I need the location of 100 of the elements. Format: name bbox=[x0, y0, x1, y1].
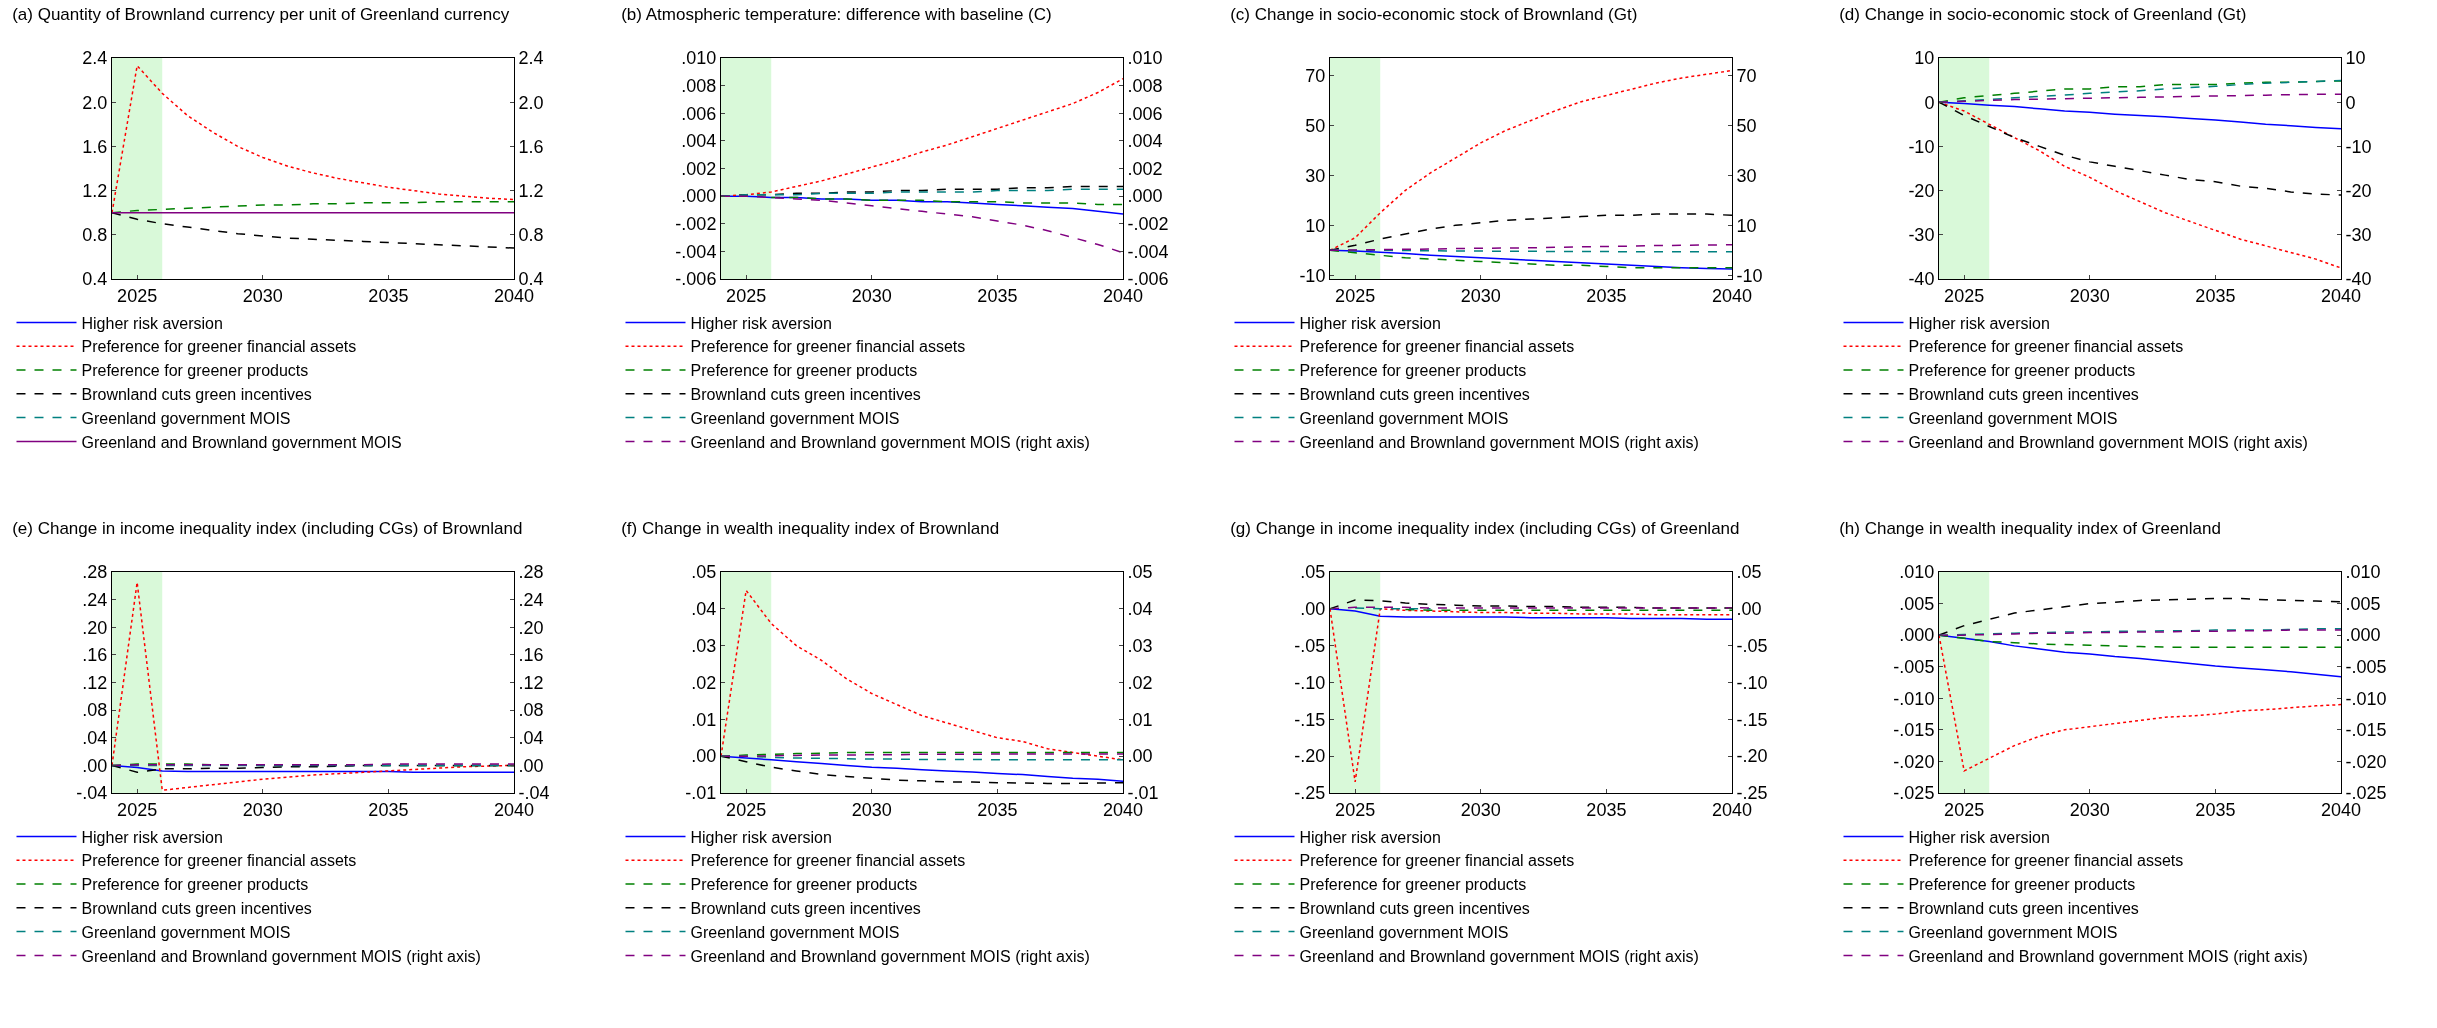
y-tick-label: 50 bbox=[1305, 115, 1326, 136]
y2-tick-label: .00 bbox=[1127, 746, 1153, 767]
y2-tick-label: 70 bbox=[1736, 65, 1757, 86]
y-tick-label: .05 bbox=[691, 562, 717, 583]
x-tick-label: 2025 bbox=[1944, 799, 1985, 820]
legend-label: Brownland cuts green incentives bbox=[81, 386, 312, 404]
line-series bbox=[112, 64, 514, 214]
y2-tick-label: -.010 bbox=[2345, 688, 2387, 709]
y-tick-label: .12 bbox=[82, 672, 108, 693]
legend-label: Higher risk aversion bbox=[81, 828, 223, 846]
legend-label: Greenland and Brownland government MOIS (right axis) bbox=[1299, 433, 1699, 451]
x-tick-label: 2025 bbox=[117, 285, 158, 306]
y-tick-label: -.020 bbox=[1893, 751, 1935, 772]
y2-tick-label: .08 bbox=[518, 700, 544, 721]
y2-tick-label: 30 bbox=[1736, 165, 1757, 186]
legend-label: Higher risk aversion bbox=[81, 314, 223, 332]
x-tick-label: 2030 bbox=[1460, 285, 1501, 306]
y-tick-label: .20 bbox=[82, 617, 108, 638]
x-tick-label: 2030 bbox=[2069, 285, 2110, 306]
y-tick-label: -.004 bbox=[675, 241, 717, 262]
y-tick-label: -.006 bbox=[675, 269, 717, 290]
y2-tick-label: -10 bbox=[2345, 136, 2372, 157]
legend-label: Greenland and Brownland government MOIS (right axis) bbox=[690, 433, 1090, 451]
legend-label: Brownland cuts green incentives bbox=[1299, 900, 1530, 918]
y2-tick-label: .24 bbox=[518, 589, 544, 610]
legend-label: Greenland and Brownland government MOIS (right axis) bbox=[1908, 433, 2308, 451]
legend-label: Higher risk aversion bbox=[1908, 314, 2050, 332]
y2-tick-label: .010 bbox=[2345, 562, 2381, 583]
legend-label: Greenland government MOIS bbox=[1299, 409, 1509, 427]
legend-label: Greenland and Brownland government MOIS bbox=[81, 433, 402, 451]
chart-title: (b) Atmospheric temperature: difference with baseline (C) bbox=[621, 4, 1052, 24]
chart-title: (e) Change in income inequality index (including CGs) of Brownland bbox=[12, 518, 523, 538]
chart-title: (c) Change in socio-economic stock of Brownland (Gt) bbox=[1230, 4, 1638, 24]
legend-label: Preference for greener financial assets bbox=[1908, 338, 2184, 356]
y-tick-label: -.002 bbox=[675, 214, 717, 235]
legend-label: Preference for greener products bbox=[1908, 362, 2136, 380]
y-tick-label: -.025 bbox=[1893, 783, 1935, 804]
x-tick-label: 2025 bbox=[726, 799, 767, 820]
legend-label: Brownland cuts green incentives bbox=[1908, 900, 2139, 918]
x-tick-label: 2035 bbox=[977, 799, 1018, 820]
x-tick-label: 2035 bbox=[1586, 799, 1627, 820]
line-series bbox=[1939, 634, 2341, 772]
y-tick-label: 1.6 bbox=[82, 136, 108, 157]
y-tick-label: .004 bbox=[681, 131, 717, 152]
y-tick-label: -.10 bbox=[1294, 672, 1326, 693]
x-tick-label: 2035 bbox=[368, 285, 409, 306]
line-series bbox=[1939, 93, 2341, 103]
y2-tick-label: 50 bbox=[1736, 115, 1757, 136]
legend-label: Preference for greener products bbox=[1908, 876, 2136, 894]
legend-label: Greenland and Brownland government MOIS (right axis) bbox=[81, 947, 481, 965]
y-tick-label: 0 bbox=[1924, 92, 1935, 113]
x-tick-label: 2025 bbox=[1944, 285, 1985, 306]
legend-label: Preference for greener products bbox=[690, 876, 918, 894]
y-tick-label: 10 bbox=[1914, 48, 1935, 69]
y-tick-label: -10 bbox=[1299, 265, 1326, 286]
y-tick-label: -30 bbox=[1908, 225, 1935, 246]
y2-tick-label: 2.4 bbox=[518, 48, 544, 69]
y-tick-label: -.010 bbox=[1893, 688, 1935, 709]
legend-label: Higher risk aversion bbox=[690, 314, 832, 332]
legend-label: Greenland government MOIS bbox=[81, 923, 291, 941]
chart-title: (f) Change in wealth inequality index of Brownland bbox=[621, 518, 1000, 538]
y-tick-label: -.01 bbox=[685, 783, 717, 804]
legend-label: Preference for greener financial assets bbox=[81, 338, 357, 356]
y-tick-label: 2.0 bbox=[82, 92, 108, 113]
chart-title: (h) Change in wealth inequality index of Greenland bbox=[1839, 518, 2221, 538]
legend-label: Preference for greener products bbox=[1299, 876, 1527, 894]
y-tick-label: .005 bbox=[1899, 593, 1935, 614]
x-tick-label: 2030 bbox=[242, 799, 283, 820]
legend-label: Brownland cuts green incentives bbox=[1299, 386, 1530, 404]
x-tick-label: 2040 bbox=[1711, 285, 1753, 306]
y-tick-label: .04 bbox=[691, 599, 717, 620]
y-tick-label: .00 bbox=[691, 746, 717, 767]
legend-label: Greenland government MOIS bbox=[1908, 923, 2118, 941]
x-tick-label: 2025 bbox=[1335, 799, 1376, 820]
legend-label: Greenland government MOIS bbox=[1299, 923, 1509, 941]
y-tick-label: -.20 bbox=[1294, 746, 1326, 767]
line-series bbox=[770, 196, 1123, 206]
x-tick-label: 2035 bbox=[1586, 285, 1627, 306]
y-tick-label: .000 bbox=[1899, 625, 1935, 646]
legend-label: Greenland government MOIS bbox=[690, 923, 900, 941]
y-tick-label: 0.8 bbox=[82, 225, 108, 246]
y-tick-label: 1.2 bbox=[82, 180, 108, 201]
legend-label: Preference for greener products bbox=[81, 362, 309, 380]
legend-label: Greenland and Brownland government MOIS (right axis) bbox=[1299, 947, 1699, 965]
y2-tick-label: .006 bbox=[1127, 103, 1163, 124]
y2-tick-label: .05 bbox=[1127, 562, 1153, 583]
y2-tick-label: .01 bbox=[1127, 709, 1153, 730]
legend-label: Brownland cuts green incentives bbox=[1908, 386, 2139, 404]
y2-tick-label: .000 bbox=[2345, 625, 2381, 646]
legend-label: Higher risk aversion bbox=[1299, 314, 1441, 332]
legend-label: Preference for greener financial assets bbox=[1908, 852, 2184, 870]
legend-label: Brownland cuts green incentives bbox=[81, 900, 312, 918]
legend-label: Brownland cuts green incentives bbox=[690, 386, 921, 404]
y2-tick-label: .12 bbox=[518, 672, 544, 693]
legend-label: Preference for greener financial assets bbox=[690, 338, 966, 356]
y2-tick-label: .05 bbox=[1736, 562, 1762, 583]
y-tick-label: .28 bbox=[82, 562, 108, 583]
y2-tick-label: .000 bbox=[1127, 186, 1163, 207]
y2-tick-label: .00 bbox=[1736, 599, 1762, 620]
y-tick-label: -20 bbox=[1908, 180, 1935, 201]
